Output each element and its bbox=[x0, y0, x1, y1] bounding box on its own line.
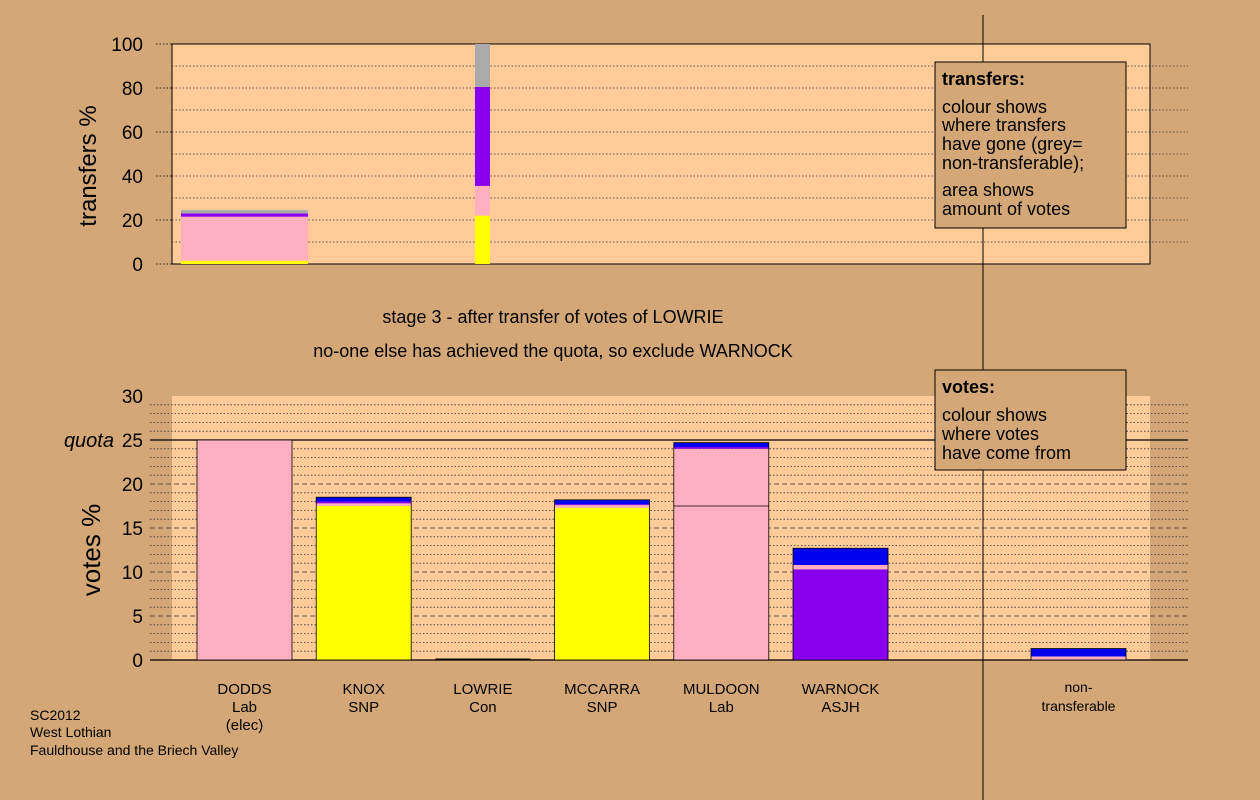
footer: SC2012 West Lothian Fauldhouse and the B… bbox=[30, 707, 238, 758]
transfers-tick-label: 20 bbox=[122, 211, 143, 232]
transfer-segment-snp bbox=[181, 260, 308, 264]
stage-line-2: no-one else has achieved the quota, so e… bbox=[313, 341, 793, 361]
votes-tick-label: 20 bbox=[122, 475, 143, 496]
votes-tick-label: 15 bbox=[122, 519, 143, 540]
vote-segment-asjh bbox=[316, 501, 412, 504]
transfer-segment-snp bbox=[475, 215, 490, 264]
vote-bar-outline bbox=[315, 496, 412, 661]
vote-segment-lab bbox=[793, 564, 888, 570]
vote-segment-lab bbox=[197, 440, 292, 660]
transfers-legend-line: amount of votes bbox=[942, 199, 1070, 219]
transfers-tick-label: 0 bbox=[132, 255, 143, 276]
candidate-label: SNP bbox=[348, 699, 379, 716]
votes-legend-title: votes: bbox=[942, 377, 995, 397]
candidate-label: Lab bbox=[709, 699, 734, 716]
candidate-label: Con bbox=[469, 699, 497, 716]
non-transferable-segment bbox=[1031, 656, 1126, 660]
votes-tick-label: 30 bbox=[122, 387, 143, 408]
transfer-segment-lab bbox=[475, 185, 490, 216]
transfers-legend: transfers: colour shows where transfers … bbox=[934, 61, 1127, 229]
vote-segment-con bbox=[673, 442, 769, 448]
transfers-tick-label: 40 bbox=[122, 167, 143, 188]
votes-tick-label: 10 bbox=[122, 563, 143, 584]
transfer-segment-non_transferable bbox=[181, 210, 308, 214]
vote-segment-lab bbox=[673, 448, 769, 660]
candidate-label: Lab bbox=[232, 699, 257, 716]
votes-tick-label: 5 bbox=[132, 607, 143, 628]
quota-label: quota bbox=[64, 430, 114, 452]
transfers-legend-line: area shows bbox=[942, 180, 1034, 200]
non-transferable-label: transferable bbox=[1042, 698, 1116, 714]
vote-bar-outline bbox=[554, 499, 650, 661]
transfer-segment-asjh bbox=[475, 86, 490, 186]
transfer-segment-non_transferable bbox=[475, 44, 490, 87]
candidate-label: MCCARRA bbox=[564, 681, 640, 698]
candidate-label: LOWRIE bbox=[453, 681, 512, 698]
transfers-y-ticks: 0 20 40 60 80 100 bbox=[111, 35, 172, 276]
transfers-legend-line: where transfers bbox=[941, 115, 1066, 135]
vote-segment-asjh bbox=[554, 504, 650, 506]
transfers-legend-line: non-transferable); bbox=[942, 153, 1084, 173]
transfers-legend-line: have gone (grey= bbox=[942, 134, 1083, 154]
footer-line: Fauldhouse and the Briech Valley bbox=[30, 742, 238, 758]
votes-legend-line: have come from bbox=[942, 443, 1071, 463]
candidate-label: KNOX bbox=[342, 681, 385, 698]
footer-line: SC2012 bbox=[30, 707, 81, 723]
candidate-label: SNP bbox=[587, 699, 618, 716]
transfers-y-axis-label: transfers % bbox=[75, 105, 102, 226]
votes-tick-label: 0 bbox=[132, 651, 143, 672]
transfers-tick-label: 60 bbox=[122, 123, 143, 144]
vote-segment-asjh bbox=[673, 447, 769, 449]
transfers-legend-line: colour shows bbox=[942, 97, 1047, 117]
votes-y-ticks: 0 5 10 15 20 25 30 bbox=[122, 387, 143, 672]
votes-legend-box bbox=[934, 369, 1127, 471]
vote-segment-con bbox=[316, 497, 412, 502]
votes-bars bbox=[196, 439, 1127, 661]
votes-tick-label: 25 bbox=[122, 431, 143, 452]
non-transferable-outline bbox=[1030, 648, 1127, 661]
stage-line-1: stage 3 - after transfer of votes of LOW… bbox=[382, 307, 723, 327]
candidate-label: (elec) bbox=[226, 717, 264, 734]
vote-bar-outline bbox=[673, 442, 770, 661]
transfers-bars bbox=[181, 44, 490, 264]
votes-y-axis-label: votes % bbox=[76, 504, 106, 597]
votes-legend-line: where votes bbox=[941, 424, 1039, 444]
vote-segment-asjh bbox=[793, 569, 888, 660]
footer-line: West Lothian bbox=[30, 724, 111, 740]
vote-bar-outline bbox=[196, 439, 293, 661]
votes-legend: votes: colour shows where votes have com… bbox=[934, 369, 1127, 471]
transfers-gridlines bbox=[172, 65, 1188, 243]
vote-segment-snp bbox=[554, 507, 650, 660]
vote-segment-lab bbox=[554, 505, 650, 508]
candidate-label: MULDOON bbox=[683, 681, 760, 698]
votes-legend-line: colour shows bbox=[942, 405, 1047, 425]
vote-segment-lab bbox=[316, 503, 412, 506]
vote-segment-snp bbox=[316, 506, 412, 660]
candidate-label: WARNOCK bbox=[802, 681, 880, 698]
transfers-tick-label: 100 bbox=[111, 35, 143, 56]
non-transferable-label: non- bbox=[1064, 679, 1092, 695]
vote-segment-con bbox=[793, 548, 888, 565]
transfers-legend-title: transfers: bbox=[942, 69, 1025, 89]
transfers-legend-box bbox=[934, 61, 1127, 229]
candidate-label: ASJH bbox=[821, 699, 859, 716]
vote-segment-con bbox=[554, 499, 650, 505]
candidate-label: DODDS bbox=[217, 681, 271, 698]
transfer-segment-lab bbox=[181, 216, 308, 261]
transfers-tick-label: 80 bbox=[122, 79, 143, 100]
transfer-segment-asjh bbox=[181, 213, 308, 217]
non-transferable-segment bbox=[1031, 648, 1126, 657]
votes-x-labels: DODDSLab(elec)KNOXSNPLOWRIEConMCCARRASNP… bbox=[217, 679, 1115, 734]
vote-bar-outline bbox=[792, 547, 889, 661]
